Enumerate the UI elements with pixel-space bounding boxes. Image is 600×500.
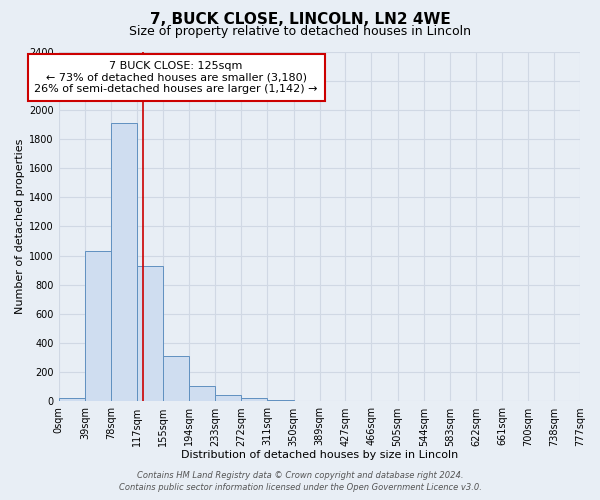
Text: 7 BUCK CLOSE: 125sqm
← 73% of detached houses are smaller (3,180)
26% of semi-de: 7 BUCK CLOSE: 125sqm ← 73% of detached h… — [34, 61, 318, 94]
Bar — [59, 398, 85, 402]
Bar — [215, 394, 241, 402]
X-axis label: Distribution of detached houses by size in Lincoln: Distribution of detached houses by size … — [181, 450, 458, 460]
Bar — [163, 356, 189, 402]
Bar — [241, 398, 268, 402]
Text: Size of property relative to detached houses in Lincoln: Size of property relative to detached ho… — [129, 25, 471, 38]
Text: 7, BUCK CLOSE, LINCOLN, LN2 4WE: 7, BUCK CLOSE, LINCOLN, LN2 4WE — [149, 12, 451, 28]
Bar — [85, 252, 111, 402]
Bar — [111, 123, 137, 402]
Y-axis label: Number of detached properties: Number of detached properties — [15, 139, 25, 314]
Bar — [189, 386, 215, 402]
Bar — [268, 400, 293, 402]
Text: Contains HM Land Registry data © Crown copyright and database right 2024.
Contai: Contains HM Land Registry data © Crown c… — [119, 471, 481, 492]
Bar — [137, 266, 163, 402]
